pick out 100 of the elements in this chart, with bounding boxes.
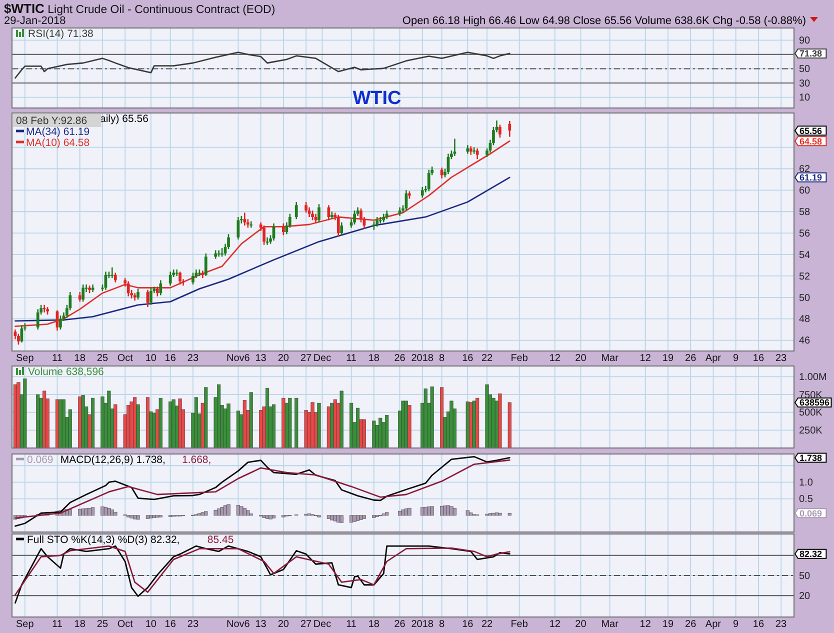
text: MACD(12,26,9) 1.738,: [60, 454, 166, 466]
legend-label: 0.069: [27, 454, 54, 466]
x-tick-label: 10: [145, 353, 157, 364]
text: Open 66.18 High 66.46 Low 64.98 Close 65.56 Volume 638.6K Chg -0.58 (-0.88%): [402, 15, 806, 27]
text: 1.668,: [182, 454, 212, 466]
x-tick-label: 25: [96, 619, 108, 630]
text: 0.069: [800, 508, 822, 518]
y-tick-label: 250K: [799, 426, 823, 437]
x-tick-label: 8: [438, 619, 445, 630]
x-tick-label: 26: [394, 353, 406, 364]
x-tick-label: 20: [278, 353, 290, 364]
x-tick-label: 22: [481, 353, 494, 364]
x-tick-label: Apr: [705, 353, 722, 364]
x-tick-label: 13: [255, 619, 267, 630]
x-tick-label: Sep: [16, 353, 34, 364]
annotation: 08 Feb Y:92.86: [16, 115, 88, 127]
y-tick-label: 30: [799, 78, 811, 90]
x-tick-label: Feb: [510, 619, 528, 630]
x-tick-label: 16: [462, 353, 474, 364]
x-tick-label: 12: [549, 353, 561, 364]
x-tick-label: 18: [368, 353, 380, 364]
x-tick-label: 13: [255, 353, 267, 364]
y-tick-label: 46: [799, 336, 811, 347]
x-tick-label: 16: [462, 619, 474, 630]
x-tick-label: 18: [368, 619, 380, 630]
x-tick-label: 2018: [411, 353, 434, 364]
x-tick-label: 18: [74, 353, 86, 364]
x-tick-label: Oct: [117, 619, 134, 630]
series-label: 85.45: [207, 534, 234, 546]
x-tick-label: 16: [164, 619, 176, 630]
x-tick-label: 27: [300, 619, 312, 630]
x-tick-label: 20: [278, 619, 290, 630]
x-tick-label: 19: [662, 619, 674, 630]
annotation: WTIC: [352, 88, 402, 109]
x-tick-label: 9: [733, 353, 740, 364]
legend-label: Volume 638,596: [28, 366, 104, 378]
y-tick-label: 56: [799, 228, 811, 240]
y-tick-label: 0.5: [799, 494, 814, 506]
y-tick-label: 50: [799, 64, 811, 76]
x-tick-label: Mar: [601, 353, 620, 364]
x-tick-label: 23: [187, 619, 199, 630]
x-tick-label: 8: [438, 353, 445, 364]
x-tick-label: Mar: [601, 619, 620, 630]
x-tick-label: 9: [733, 619, 740, 630]
y-tick-label: 62: [799, 164, 811, 176]
x-tick-label: 19: [662, 353, 674, 364]
x-tick-label: 18: [74, 619, 86, 630]
y-tick-label: 48: [799, 314, 811, 326]
text: 1.738: [800, 452, 822, 463]
x-tick-label: 22: [481, 619, 494, 630]
x-tick-label: 12: [640, 619, 652, 630]
x-tick-label: 26: [685, 619, 697, 630]
y-tick-label: 54: [799, 250, 811, 261]
x-tick-label: 2018: [411, 619, 434, 630]
y-tick-label: 50: [799, 570, 811, 582]
x-tick-label: 11: [52, 353, 63, 364]
y-tick-label: 10: [799, 92, 811, 104]
text: 64.58: [800, 136, 822, 146]
x-tick-label: 26: [394, 619, 406, 630]
x-tick-label: 20: [575, 619, 587, 630]
y-tick-label: 500K: [799, 408, 823, 419]
y-tick-label: 1.0: [799, 478, 814, 489]
x-tick-label: 26: [685, 353, 697, 364]
x-tick-label: Apr: [705, 619, 722, 630]
chart-subtitle: 29-Jan-2018: [4, 15, 66, 27]
x-tick-label: 16: [752, 353, 764, 364]
text: 638596: [800, 398, 830, 408]
x-tick-label: Dec: [313, 619, 332, 630]
x-tick-label: 25: [96, 353, 108, 364]
x-tick-label: 23: [776, 619, 788, 630]
x-tick-label: 23: [187, 353, 199, 364]
x-tick-label: 27: [300, 353, 312, 364]
y-tick-label: 1.00M: [799, 372, 827, 384]
text: 82.32: [800, 549, 822, 560]
y-tick-label: 58: [799, 207, 811, 218]
x-tick-label: Nov6: [226, 353, 250, 364]
y-tick-label: 90: [799, 36, 811, 47]
y-tick-label: 52: [799, 271, 811, 282]
x-tick-label: 11: [346, 619, 357, 630]
x-tick-label: 20: [575, 353, 587, 364]
x-tick-label: 12: [549, 619, 561, 630]
y-tick-label: 60: [799, 186, 811, 197]
x-tick-label: Sep: [16, 619, 34, 630]
x-tick-label: 10: [145, 619, 157, 630]
x-tick-label: 12: [640, 353, 652, 364]
x-tick-label: Nov6: [226, 619, 250, 630]
legend-title: aily) 65.56: [100, 113, 149, 125]
legend-label: MA(34) 61.19: [26, 126, 90, 138]
series-label: RSI(14) 71.38: [28, 28, 94, 40]
legend-label: MA(10) 64.58: [26, 137, 90, 149]
x-tick-label: Oct: [117, 353, 134, 364]
x-tick-label: 11: [52, 619, 63, 630]
x-tick-label: Feb: [510, 353, 528, 364]
y-tick-label: 20: [799, 590, 811, 602]
x-tick-label: 11: [346, 353, 357, 364]
y-tick-label: 50: [799, 292, 811, 304]
x-tick-label: Dec: [313, 353, 332, 364]
text: 65.56: [800, 126, 822, 136]
x-tick-label: 23: [776, 353, 788, 364]
text: 71.38: [800, 48, 822, 59]
